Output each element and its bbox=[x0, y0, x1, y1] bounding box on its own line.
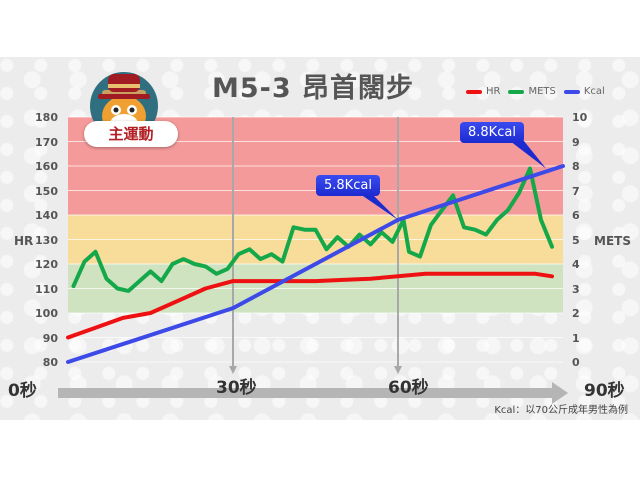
mets-tick: 2 bbox=[572, 307, 580, 320]
hr-tick: 110 bbox=[35, 283, 58, 296]
mets-tick: 5 bbox=[572, 234, 580, 247]
mets-tick: 8 bbox=[572, 160, 580, 173]
mets-tick: 10 bbox=[572, 111, 588, 124]
hr-tick: 130 bbox=[35, 234, 58, 247]
time-60s-label: 60秒 bbox=[388, 378, 429, 398]
callout-pointer bbox=[360, 194, 398, 220]
kcal-callout-60s: 5.8Kcal bbox=[316, 175, 380, 196]
time-end-label: 90秒 bbox=[584, 381, 625, 401]
hr-tick: 100 bbox=[35, 307, 58, 320]
hr-tick: 120 bbox=[35, 258, 58, 271]
hr-tick: 180 bbox=[35, 111, 58, 124]
time-30s-label: 30秒 bbox=[216, 378, 257, 398]
series-hr bbox=[66, 271, 554, 340]
mets-tick: 9 bbox=[572, 136, 580, 149]
marker-arrow-icon bbox=[394, 366, 402, 374]
kcal-callout-90s: 8.8Kcal bbox=[460, 122, 524, 143]
mets-axis-title: METS bbox=[594, 234, 631, 248]
hr-tick: 140 bbox=[35, 209, 58, 222]
main-exercise-badge: 主運動 bbox=[84, 121, 178, 147]
mets-tick: 4 bbox=[572, 258, 580, 271]
hr-axis-title: HR bbox=[14, 234, 34, 248]
hr-tick: 170 bbox=[35, 136, 58, 149]
series-mets bbox=[71, 166, 554, 293]
marker-arrow-icon bbox=[229, 366, 237, 374]
legend-hr-swatch bbox=[466, 89, 482, 94]
legend-kcal-label: Kcal bbox=[583, 86, 605, 97]
chart-legend: HR METS Kcal bbox=[462, 86, 605, 97]
legend-hr-label: HR bbox=[486, 86, 501, 97]
series-kcal bbox=[66, 164, 565, 364]
mets-tick: 6 bbox=[572, 209, 580, 222]
legend-mets-swatch bbox=[508, 89, 525, 94]
timeline-arrow-icon bbox=[58, 382, 568, 404]
hr-tick: 90 bbox=[42, 332, 58, 345]
mets-tick: 0 bbox=[572, 356, 580, 369]
time-start-label: 0秒 bbox=[8, 381, 37, 401]
kcal-footnote: Kcal：以70公斤成年男性為例 bbox=[494, 405, 628, 416]
page-title: M5-3 昂首闊步 bbox=[212, 73, 415, 104]
legend-kcal-swatch bbox=[563, 89, 580, 94]
hr-tick: 150 bbox=[35, 185, 58, 198]
hr-tick: 160 bbox=[35, 160, 58, 173]
mets-tick: 7 bbox=[572, 185, 580, 198]
legend-mets-label: METS bbox=[528, 86, 556, 97]
mets-tick: 1 bbox=[572, 332, 580, 345]
hr-tick: 80 bbox=[42, 356, 58, 369]
callout-pointer bbox=[510, 141, 546, 169]
mets-tick: 3 bbox=[572, 283, 580, 296]
